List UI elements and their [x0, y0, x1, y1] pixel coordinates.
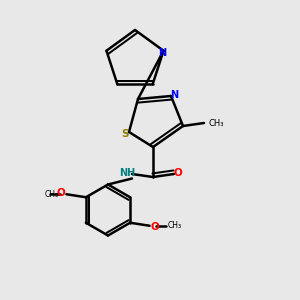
Text: O: O — [57, 188, 65, 198]
Text: CH₃: CH₃ — [168, 221, 182, 230]
Text: N: N — [170, 89, 179, 100]
Text: O: O — [151, 222, 159, 232]
Text: S: S — [122, 128, 129, 139]
Text: CH₃: CH₃ — [208, 118, 224, 127]
Text: O: O — [173, 167, 182, 178]
Text: N: N — [158, 48, 166, 58]
Text: CH₃: CH₃ — [45, 190, 59, 199]
Text: NH: NH — [119, 167, 136, 178]
